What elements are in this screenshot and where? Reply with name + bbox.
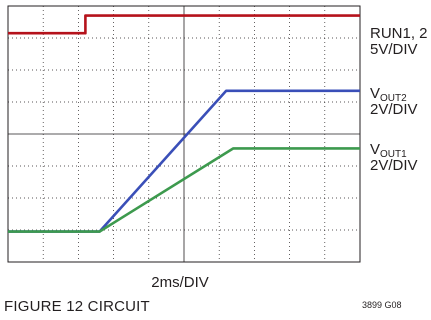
trace-name-main: V	[370, 141, 381, 158]
trace-label-vout2: VOUT2 2V/DIV	[370, 86, 418, 118]
trace-vout1	[8, 147, 360, 233]
grid	[8, 6, 360, 262]
trace-name-sub: OUT1	[380, 149, 407, 160]
figure-caption: FIGURE 12 CIRCUIT	[4, 298, 150, 315]
trace-name-main: V	[370, 85, 381, 102]
figure-id: 3899 G08	[362, 300, 402, 310]
trace-label-run: RUN1, 2 5V/DIV	[370, 26, 428, 58]
trace-scale: 5V/DIV	[370, 41, 418, 58]
trace-name: RUN1, 2	[370, 25, 428, 42]
trace-run1-2	[8, 14, 360, 35]
trace-name-sub: OUT2	[380, 93, 407, 104]
trace-scale: 2V/DIV	[370, 101, 418, 118]
trace-label-vout1: VOUT1 2V/DIV	[370, 142, 418, 174]
trace-scale: 2V/DIV	[370, 157, 418, 174]
traces	[8, 14, 360, 233]
x-axis-label: 2ms/DIV	[151, 274, 209, 291]
